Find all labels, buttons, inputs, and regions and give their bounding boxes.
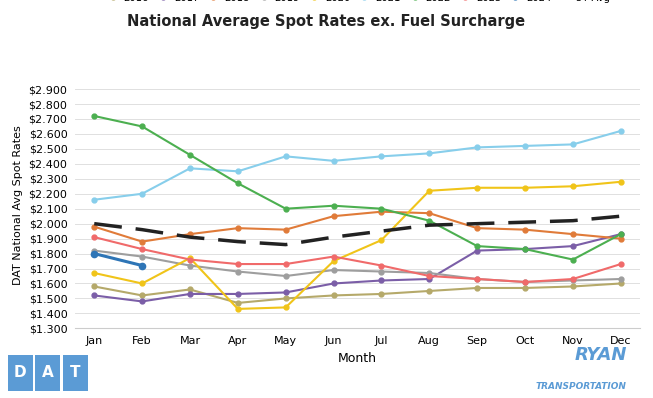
X-axis label: Month: Month: [338, 351, 377, 365]
Text: A: A: [42, 365, 54, 380]
Text: D: D: [14, 365, 27, 380]
Text: T: T: [70, 365, 80, 380]
Text: RYAN: RYAN: [575, 346, 627, 364]
Text: National Average Spot Rates ex. Fuel Surcharge: National Average Spot Rates ex. Fuel Sur…: [127, 14, 526, 29]
Y-axis label: DAT National Avg Spot Rates: DAT National Avg Spot Rates: [13, 125, 23, 285]
Legend: 2016, 2017, 2018, 2019, 2020, 2021, 2022, 2023, 2024, 5Y Avg: 2016, 2017, 2018, 2019, 2020, 2021, 2022…: [104, 0, 611, 3]
Text: TRANSPORTATION: TRANSPORTATION: [536, 382, 627, 391]
